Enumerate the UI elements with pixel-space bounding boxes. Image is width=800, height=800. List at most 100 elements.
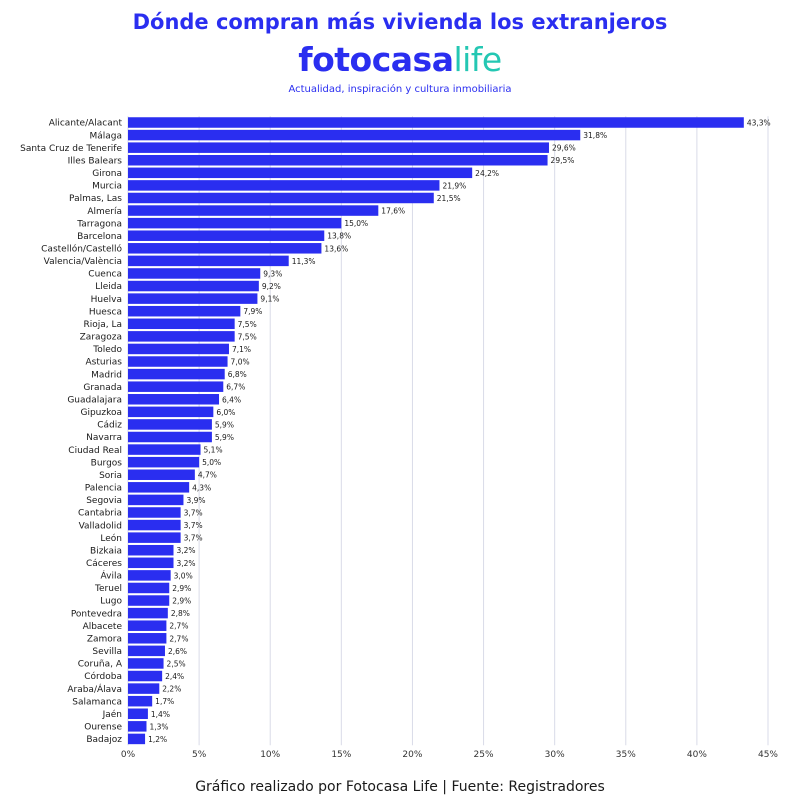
bar (128, 142, 549, 153)
value-label: 6,4% (222, 395, 241, 404)
category-label: Huelva (91, 295, 122, 305)
value-label: 24,2% (475, 169, 499, 178)
value-label: 4,7% (198, 471, 217, 480)
x-tick-label: 40% (687, 750, 707, 760)
value-label: 9,3% (263, 269, 282, 278)
value-label: 1,7% (155, 697, 174, 706)
category-label: Alicante/Alacant (49, 119, 123, 129)
x-tick-label: 35% (616, 750, 636, 760)
value-label: 2,2% (162, 685, 181, 694)
category-label: Valladolid (79, 521, 122, 531)
value-label: 6,8% (228, 370, 247, 379)
value-label: 4,3% (192, 483, 211, 492)
bar (128, 519, 181, 531)
value-label: 2,7% (169, 634, 188, 643)
bar (128, 406, 214, 418)
bar (128, 570, 171, 581)
bar (128, 683, 160, 694)
x-tick-label: 10% (260, 750, 280, 760)
category-label: Granada (83, 383, 122, 393)
value-label: 13,6% (324, 244, 348, 253)
bar (128, 192, 434, 204)
category-label: Almería (87, 207, 122, 217)
value-label: 5,9% (215, 420, 234, 429)
value-label: 3,9% (186, 496, 205, 505)
bar (128, 582, 170, 594)
bar (128, 431, 212, 443)
brand-accent: life (453, 40, 502, 79)
category-label: Illes Balears (68, 156, 123, 166)
bar (128, 532, 181, 543)
bar (128, 305, 241, 317)
category-label: Valencia/València (44, 256, 122, 267)
brand-main: fotocasa (298, 40, 454, 79)
category-label: Málaga (89, 131, 122, 141)
value-label: 7,5% (238, 320, 257, 329)
category-label: Palencia (85, 484, 122, 494)
bar (128, 595, 170, 606)
value-label: 1,2% (148, 735, 167, 744)
category-label: Teruel (94, 584, 122, 594)
bar (128, 633, 167, 644)
bar (128, 733, 146, 745)
bar (128, 544, 174, 556)
category-label: Bizkaia (90, 546, 122, 556)
bar (128, 695, 153, 707)
value-label: 7,0% (231, 358, 250, 367)
category-label: Cáceres (86, 559, 122, 569)
bar (128, 444, 201, 455)
bar (128, 494, 184, 506)
bar (128, 658, 164, 669)
category-label: Sevilla (92, 647, 122, 657)
bar (128, 620, 167, 631)
value-label: 7,5% (238, 332, 257, 341)
value-label: 13,8% (327, 232, 351, 241)
value-label: 3,0% (174, 571, 193, 580)
value-label: 5,9% (215, 433, 234, 442)
x-tick-label: 5% (192, 750, 207, 760)
value-label: 7,9% (243, 307, 262, 316)
category-label: Pontevedra (71, 609, 122, 619)
chart-source-footer: Gráfico realizado por Fotocasa Life | Fu… (195, 779, 605, 795)
bar (128, 469, 195, 480)
category-label: Girona (92, 169, 122, 179)
category-label: Guadalajara (67, 395, 122, 405)
value-label: 17,6% (381, 207, 405, 216)
chart-title: Dónde compran más vivienda los extranjer… (132, 10, 668, 34)
category-label: Lugo (100, 597, 122, 607)
value-label: 9,2% (262, 282, 281, 291)
bar (128, 557, 174, 569)
category-label: Zamora (87, 634, 122, 644)
brand-tagline: Actualidad, inspiración y cultura inmobi… (288, 84, 512, 95)
category-label: Asturias (86, 358, 123, 368)
value-label: 11,3% (292, 257, 316, 266)
value-label: 21,5% (437, 194, 461, 203)
category-label: Toledo (92, 345, 122, 355)
value-label: 1,4% (151, 710, 170, 719)
bar (128, 280, 259, 292)
bar (128, 356, 228, 367)
bar-chart: 0% 5% 10% 15% 20% 25% 30% 35% 40% 45% Alicante/Ala… (20, 116, 778, 760)
bar (128, 205, 379, 216)
bar (128, 243, 322, 254)
category-label: León (100, 533, 122, 544)
bar (128, 255, 289, 267)
bar (128, 217, 342, 229)
bar (128, 129, 581, 141)
category-label: Madrid (91, 370, 122, 380)
value-label: 2,6% (168, 647, 187, 656)
x-tick-label: 45% (758, 750, 778, 760)
value-label: 15,0% (344, 219, 368, 228)
value-label: 2,9% (172, 584, 191, 593)
value-label: 2,4% (165, 672, 184, 681)
category-label: Coruña, A (78, 660, 123, 670)
value-label: 2,8% (171, 609, 190, 618)
category-label: Barcelona (77, 232, 122, 242)
x-tick-label: 30% (545, 750, 565, 760)
category-label: Badajoz (86, 735, 122, 745)
value-label: 6,7% (226, 383, 245, 392)
bar (128, 721, 147, 732)
bar (128, 230, 325, 241)
x-tick-label: 0% (121, 750, 136, 760)
value-label: 31,8% (583, 131, 607, 140)
